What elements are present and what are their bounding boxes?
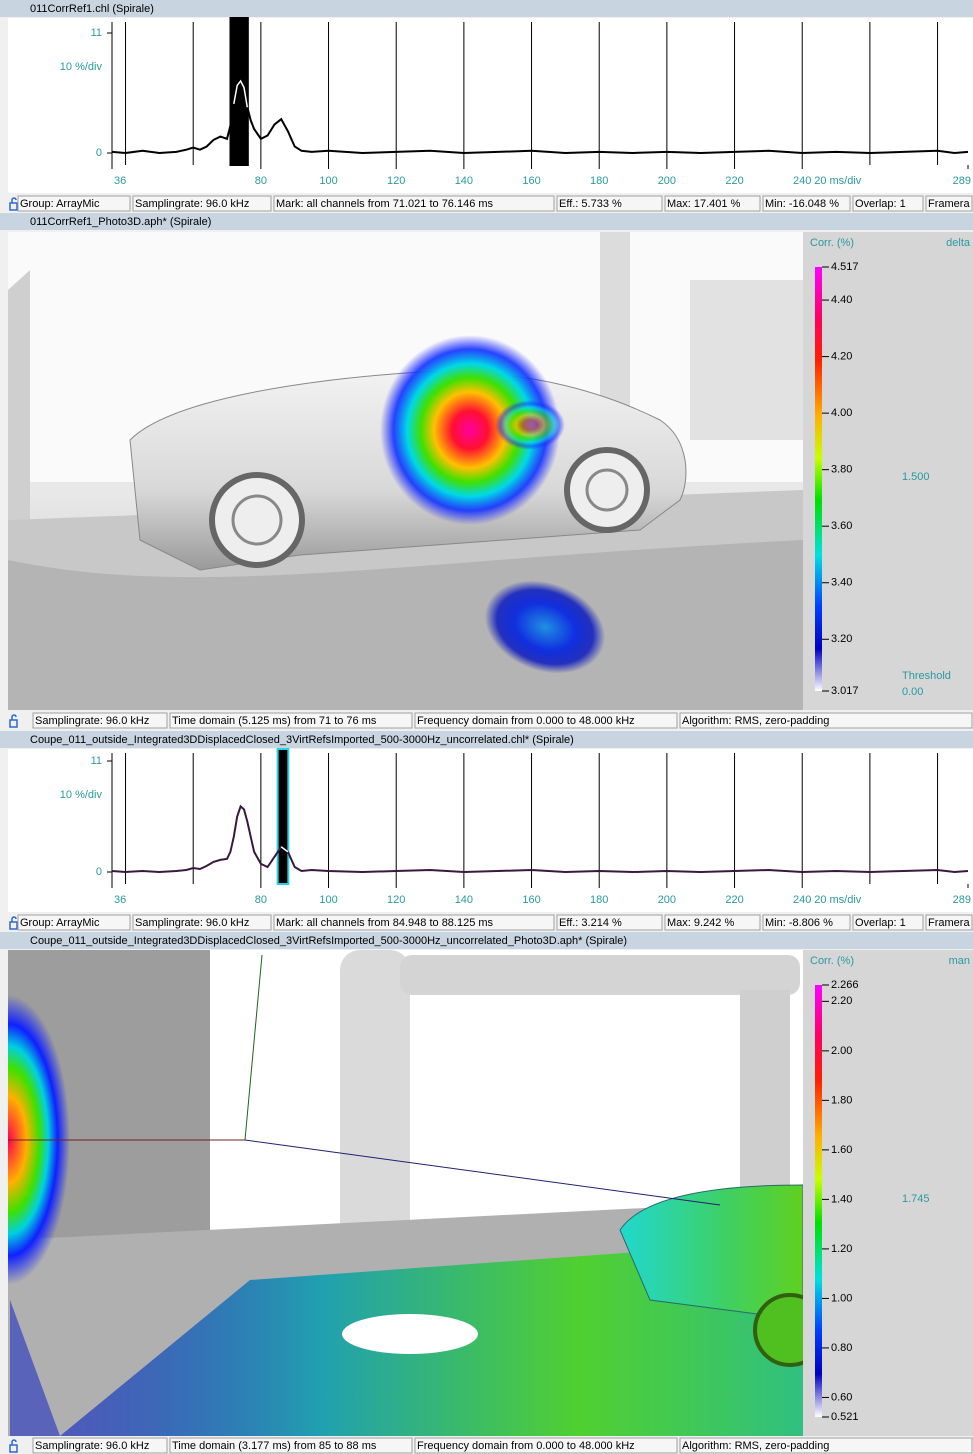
x-tick-label: 180 xyxy=(590,175,608,187)
render-view xyxy=(0,950,825,1436)
x-tick-label: 220 xyxy=(725,894,743,906)
colorbar-tick-label: 1.60 xyxy=(831,1144,852,1156)
colorbar-tick-label: 0.521 xyxy=(831,1411,859,1423)
colorbar-tick-label: 2.20 xyxy=(831,995,852,1007)
chart-area xyxy=(8,18,973,193)
x-tick-label: 180 xyxy=(590,894,608,906)
x-tick-label: 140 xyxy=(455,175,473,187)
x-tick-label: 220 xyxy=(725,175,743,187)
y-tick-label: 0 xyxy=(96,147,102,159)
status-text: Max: 17.401 % xyxy=(667,198,741,210)
x-tick-label: 289 xyxy=(953,175,971,187)
x-tick-label: 80 xyxy=(255,175,267,187)
colorbar-tick-label: 3.60 xyxy=(831,520,852,532)
status-text: Algorithm: RMS, zero-padding xyxy=(682,1440,829,1452)
colorbar-mode: man xyxy=(949,955,970,967)
status-text: Mark: all channels from 71.021 to 76.146… xyxy=(276,198,494,210)
colorbar-panel xyxy=(803,950,973,1436)
colorbar-mode: delta xyxy=(946,237,971,249)
x-tick-label: 120 xyxy=(387,894,405,906)
x-tick-label: 80 xyxy=(255,894,267,906)
x-tick-label: 36 xyxy=(114,175,126,187)
x-tick-label: 289 xyxy=(953,894,971,906)
status-text: Samplingrate: 96.0 kHz xyxy=(135,917,249,929)
status-text: Min: -8.806 % xyxy=(765,917,833,929)
x-tick-label: 240 xyxy=(793,894,811,906)
x-tick-label: 160 xyxy=(522,894,540,906)
status-text: Eff.: 3.214 % xyxy=(559,917,622,929)
colorbar-tick-label: 4.40 xyxy=(831,294,852,306)
threshold-label: Threshold xyxy=(902,670,951,682)
x-div-label: 20 ms/div xyxy=(814,894,862,906)
y-tick-label: 0 xyxy=(96,866,102,878)
threshold-value: 0.00 xyxy=(902,686,923,698)
status-text: Frequency domain from 0.000 to 48.000 kH… xyxy=(417,715,635,727)
x-div-label: 20 ms/div xyxy=(814,175,862,187)
chart-area xyxy=(8,749,973,912)
colorbar-title: Corr. (%) xyxy=(810,955,854,967)
page: {"panels": [ {"title": "011CorrRef1.chl … xyxy=(0,0,973,1454)
colorbar-tick-label: 3.20 xyxy=(831,633,852,645)
colorbar-title: Corr. (%) xyxy=(810,237,854,249)
x-tick-label: 200 xyxy=(658,175,676,187)
colorbar-panel xyxy=(803,232,973,710)
status-text: Max: 9.242 % xyxy=(667,917,734,929)
mark-band xyxy=(278,749,289,884)
y-tick-label: 11 xyxy=(91,27,102,39)
status-text: Overlap: 1 xyxy=(855,198,906,210)
status-text: Time domain (3.177 ms) from 85 to 88 ms xyxy=(172,1440,377,1452)
colorbar-tick-label: 4.20 xyxy=(831,351,852,363)
x-tick-label: 120 xyxy=(387,175,405,187)
panel-title: Coupe_011_outside_Integrated3DDisplacedC… xyxy=(30,935,627,947)
y-div-label: 10 %/div xyxy=(60,789,103,801)
colorbar-tick-label: 1.00 xyxy=(831,1292,852,1304)
x-tick-label: 140 xyxy=(455,894,473,906)
x-tick-label: 100 xyxy=(319,175,337,187)
colorbar-tick-label: 1.20 xyxy=(831,1243,852,1255)
screen: 011CorrRef1.chl (Spirale) 0 11 10 %/div 36 80… xyxy=(0,0,973,1454)
status-text: Mark: all channels from 84.948 to 88.125… xyxy=(276,917,494,929)
status-text: Group: ArrayMic xyxy=(20,198,100,210)
colorbar-tick-label: 3.40 xyxy=(831,577,852,589)
status-text: Time domain (5.125 ms) from 71 to 76 ms xyxy=(172,715,377,727)
status-text: Samplingrate: 96.0 kHz xyxy=(35,715,149,727)
colorbar-range: 1.745 xyxy=(902,1193,930,1205)
status-text: Framera xyxy=(928,917,970,929)
status-text: Frequency domain from 0.000 to 48.000 kH… xyxy=(417,1440,635,1452)
colorbar-range: 1.500 xyxy=(902,471,930,483)
colorbar-tick-label: 4.00 xyxy=(831,407,852,419)
status-text: Samplingrate: 96.0 kHz xyxy=(35,1440,149,1452)
status-text: Samplingrate: 96.0 kHz xyxy=(135,198,249,210)
colorbar-tick-label: 2.00 xyxy=(831,1045,852,1057)
status-text: Eff.: 5.733 % xyxy=(559,198,622,210)
status-text: Framera xyxy=(928,198,970,210)
panel-title: 011CorrRef1.chl (Spirale) xyxy=(30,3,154,15)
y-div-label: 10 %/div xyxy=(60,61,103,73)
y-tick-label: 11 xyxy=(91,755,102,767)
colorbar xyxy=(815,267,822,691)
colorbar-tick-label: 1.40 xyxy=(831,1193,852,1205)
x-tick-label: 100 xyxy=(319,894,337,906)
colorbar-tick-label: 2.266 xyxy=(831,979,859,991)
colorbar-tick-label: 0.60 xyxy=(831,1391,852,1403)
render-view xyxy=(8,232,803,710)
panel-title: 011CorrRef1_Photo3D.aph* (Spirale) xyxy=(30,216,211,228)
panel-title: Coupe_011_outside_Integrated3DDisplacedC… xyxy=(30,734,574,746)
status-text: Algorithm: RMS, zero-padding xyxy=(682,715,829,727)
colorbar xyxy=(815,985,822,1417)
colorbar-tick-label: 3.80 xyxy=(831,464,852,476)
colorbar-tick-label: 3.017 xyxy=(831,685,859,697)
x-tick-label: 160 xyxy=(522,175,540,187)
x-tick-label: 200 xyxy=(658,894,676,906)
status-text: Overlap: 1 xyxy=(855,917,906,929)
status-text: Min: -16.048 % xyxy=(765,198,839,210)
status-text: Group: ArrayMic xyxy=(20,917,100,929)
x-tick-label: 36 xyxy=(114,894,126,906)
colorbar-tick-label: 4.517 xyxy=(831,261,859,273)
colorbar-tick-label: 1.80 xyxy=(831,1094,852,1106)
colorbar-tick-label: 0.80 xyxy=(831,1342,852,1354)
x-tick-label: 240 xyxy=(793,175,811,187)
